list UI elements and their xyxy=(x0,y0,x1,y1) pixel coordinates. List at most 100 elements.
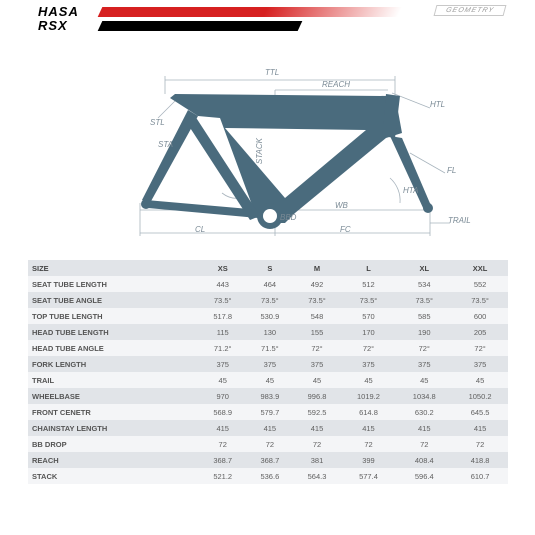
cell: 996.8 xyxy=(293,388,340,404)
cell: 970 xyxy=(199,388,246,404)
table-row: FRONT CENETR568.9579.7592.5614.8630.2645… xyxy=(28,404,508,420)
cell: 568.9 xyxy=(199,404,246,420)
cell: 375 xyxy=(452,356,508,372)
row-label: TOP TUBE LENGTH xyxy=(28,308,199,324)
cell: 72 xyxy=(452,436,508,452)
cell: 645.5 xyxy=(452,404,508,420)
cell: 512 xyxy=(341,276,397,292)
cell: 170 xyxy=(341,324,397,340)
cell: 415 xyxy=(199,420,246,436)
cell: 190 xyxy=(396,324,452,340)
cell: 375 xyxy=(293,356,340,372)
table-row: HEAD TUBE ANGLE71.2°71.5°72°72°72°72° xyxy=(28,340,508,356)
cell: 600 xyxy=(452,308,508,324)
row-label: SEAT TUBE ANGLE xyxy=(28,292,199,308)
cell: 614.8 xyxy=(341,404,397,420)
cell: 130 xyxy=(246,324,293,340)
cell: 375 xyxy=(199,356,246,372)
frame-diagram: TTL REACH STACK HTL FL HTA TRAIL WB BBD … xyxy=(0,38,535,258)
brand-top: HASA xyxy=(38,4,79,19)
red-band xyxy=(98,7,403,17)
cell: 585 xyxy=(396,308,452,324)
table-header-row: SIZE XS S M L XL XXL xyxy=(28,260,508,276)
label-wb: WB xyxy=(335,201,348,210)
label-trail: TRAIL xyxy=(448,216,471,225)
cell: 570 xyxy=(341,308,397,324)
label-stl: STL xyxy=(150,118,165,127)
cell: 534 xyxy=(396,276,452,292)
row-label: TRAIL xyxy=(28,372,199,388)
row-label: SEAT TUBE LENGTH xyxy=(28,276,199,292)
cell: 415 xyxy=(293,420,340,436)
cell: 596.4 xyxy=(396,468,452,484)
table-row: HEAD TUBE LENGTH115130155170190205 xyxy=(28,324,508,340)
table-row: TRAIL454545454545 xyxy=(28,372,508,388)
cell: 983.9 xyxy=(246,388,293,404)
cell: 630.2 xyxy=(396,404,452,420)
row-label: FRONT CENETR xyxy=(28,404,199,420)
cell: 548 xyxy=(293,308,340,324)
cell: 464 xyxy=(246,276,293,292)
label-bbd: BBD xyxy=(280,213,296,222)
col-l: L xyxy=(341,260,397,276)
cell: 368.7 xyxy=(246,452,293,468)
cell: 72° xyxy=(293,340,340,356)
cell: 375 xyxy=(246,356,293,372)
col-xs: XS xyxy=(199,260,246,276)
col-xl: XL xyxy=(396,260,452,276)
col-xxl: XXL xyxy=(452,260,508,276)
cell: 72 xyxy=(341,436,397,452)
cell: 73.5° xyxy=(452,292,508,308)
cell: 443 xyxy=(199,276,246,292)
cell: 408.4 xyxy=(396,452,452,468)
cell: 530.9 xyxy=(246,308,293,324)
cell: 492 xyxy=(293,276,340,292)
cell: 45 xyxy=(199,372,246,388)
black-band xyxy=(98,21,303,31)
cell: 415 xyxy=(396,420,452,436)
cell: 73.5° xyxy=(246,292,293,308)
cell: 72° xyxy=(341,340,397,356)
cell: 521.2 xyxy=(199,468,246,484)
label-cl: CL xyxy=(195,225,205,234)
cell: 564.3 xyxy=(293,468,340,484)
table-row: REACH368.7368.7381399408.4418.8 xyxy=(28,452,508,468)
size-header: SIZE xyxy=(28,260,199,276)
cell: 73.5° xyxy=(396,292,452,308)
row-label: WHEELBASE xyxy=(28,388,199,404)
cell: 71.5° xyxy=(246,340,293,356)
label-fc: FC xyxy=(340,225,351,234)
label-fl: FL xyxy=(447,166,456,175)
cell: 368.7 xyxy=(199,452,246,468)
cell: 72 xyxy=(199,436,246,452)
cell: 1019.2 xyxy=(341,388,397,404)
cell: 155 xyxy=(293,324,340,340)
cell: 115 xyxy=(199,324,246,340)
row-label: STACK xyxy=(28,468,199,484)
cell: 1034.8 xyxy=(396,388,452,404)
cell: 415 xyxy=(341,420,397,436)
cell: 399 xyxy=(341,452,397,468)
label-hta: HTA xyxy=(403,186,418,195)
cell: 72 xyxy=(246,436,293,452)
label-sta: STA xyxy=(158,140,173,149)
cell: 72° xyxy=(452,340,508,356)
cell: 73.5° xyxy=(199,292,246,308)
cell: 375 xyxy=(396,356,452,372)
table-row: BB DROP727272727272 xyxy=(28,436,508,452)
table-row: SEAT TUBE LENGTH443464492512534552 xyxy=(28,276,508,292)
col-s: S xyxy=(246,260,293,276)
row-label: BB DROP xyxy=(28,436,199,452)
col-m: M xyxy=(293,260,340,276)
brand-bottom: RSX xyxy=(38,18,68,33)
table-row: WHEELBASE970983.9996.81019.21034.81050.2 xyxy=(28,388,508,404)
cell: 610.7 xyxy=(452,468,508,484)
cell: 45 xyxy=(246,372,293,388)
cell: 592.5 xyxy=(293,404,340,420)
cell: 577.4 xyxy=(341,468,397,484)
geometry-table: SIZE XS S M L XL XXL SEAT TUBE LENGTH443… xyxy=(28,260,508,484)
cell: 45 xyxy=(396,372,452,388)
header: HASA RSX GEOMETRY xyxy=(0,0,535,38)
cell: 1050.2 xyxy=(452,388,508,404)
row-label: CHAINSTAY LENGTH xyxy=(28,420,199,436)
